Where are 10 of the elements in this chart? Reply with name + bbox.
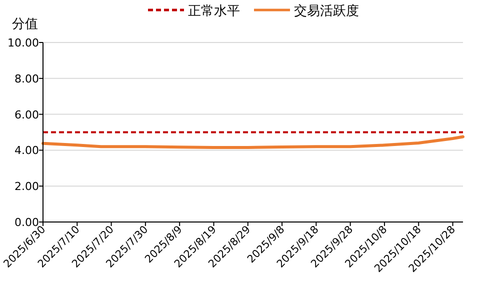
y-tick-label: 6.00 [14,108,39,122]
y-tick-label: 4.00 [14,144,39,158]
legend-label: 交易活跃度 [294,3,359,19]
legend-label: 正常水平 [188,4,240,19]
y-tick-label: 2.00 [14,180,39,194]
y-tick-label: 8.00 [14,72,39,86]
line-series [42,135,464,150]
y-tick-label: 10.00 [8,36,39,50]
y-tick-label: 0.00 [14,216,39,229]
y-axis-title: 分值 [12,17,38,32]
